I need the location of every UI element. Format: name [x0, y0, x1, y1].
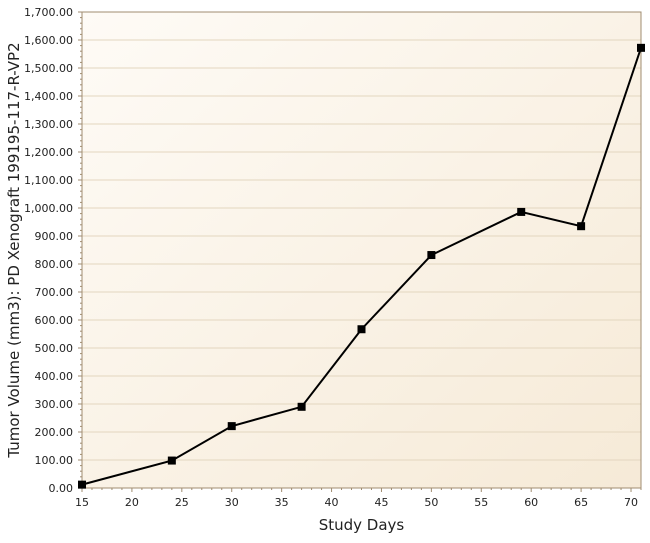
x-tick-label: 35	[275, 496, 289, 509]
y-tick-label: 200.00	[35, 426, 74, 439]
y-tick-label: 0.00	[49, 482, 74, 495]
data-point-marker	[78, 480, 86, 489]
y-tick-label: 600.00	[35, 314, 74, 327]
data-point-marker	[227, 422, 236, 431]
plot-frame	[81, 11, 642, 489]
axes: 0.00 100.00 200.00 300.00 400.00 500.00 600.00…	[24, 6, 642, 509]
y-tick-label: 1,700.00	[24, 6, 73, 19]
series-group	[78, 43, 645, 489]
x-tick-label: 45	[374, 496, 388, 509]
y-tick-label: 1,600.00	[24, 34, 73, 47]
y-tick-label: 1,200.00	[24, 146, 73, 159]
x-tick-label: 40	[325, 496, 339, 509]
x-tick-label: 15	[75, 496, 89, 509]
x-tick-label: 25	[175, 496, 189, 509]
x-tick-label: 20	[125, 496, 139, 509]
y-tick-label: 1,500.00	[24, 62, 73, 75]
data-point-marker	[517, 207, 526, 216]
y-tick-label: 100.00	[35, 454, 74, 467]
x-tick-label: 70	[624, 496, 638, 509]
data-point-marker	[167, 456, 176, 465]
y-axis-title: Tumor Volume (mm3): PD Xenograft 199195-…	[5, 42, 23, 458]
x-tick-label: 50	[424, 496, 438, 509]
y-tick-label: 1,400.00	[24, 90, 73, 103]
plot-area	[82, 12, 641, 488]
y-tick-label: 1,100.00	[24, 174, 73, 187]
y-tick-label: 400.00	[35, 370, 74, 383]
data-point-marker	[427, 251, 436, 260]
y-tick-label: 1,000.00	[24, 202, 73, 215]
data-point-marker	[357, 325, 366, 334]
y-tick-label: 700.00	[35, 286, 74, 299]
x-tick-label: 55	[474, 496, 488, 509]
y-tick-label: 1,300.00	[24, 118, 73, 131]
y-tick-label: 800.00	[35, 258, 74, 271]
x-axis-title: Study Days	[319, 516, 405, 534]
y-tick-label: 300.00	[35, 398, 74, 411]
data-point-marker	[637, 43, 645, 52]
x-tick-label: 30	[225, 496, 239, 509]
y-tick-label: 500.00	[35, 342, 74, 355]
data-point-marker	[297, 402, 306, 411]
y-tick-label: 900.00	[35, 230, 74, 243]
x-tick-label: 65	[574, 496, 588, 509]
data-point-marker	[577, 222, 586, 231]
x-tick-label: 60	[524, 496, 538, 509]
